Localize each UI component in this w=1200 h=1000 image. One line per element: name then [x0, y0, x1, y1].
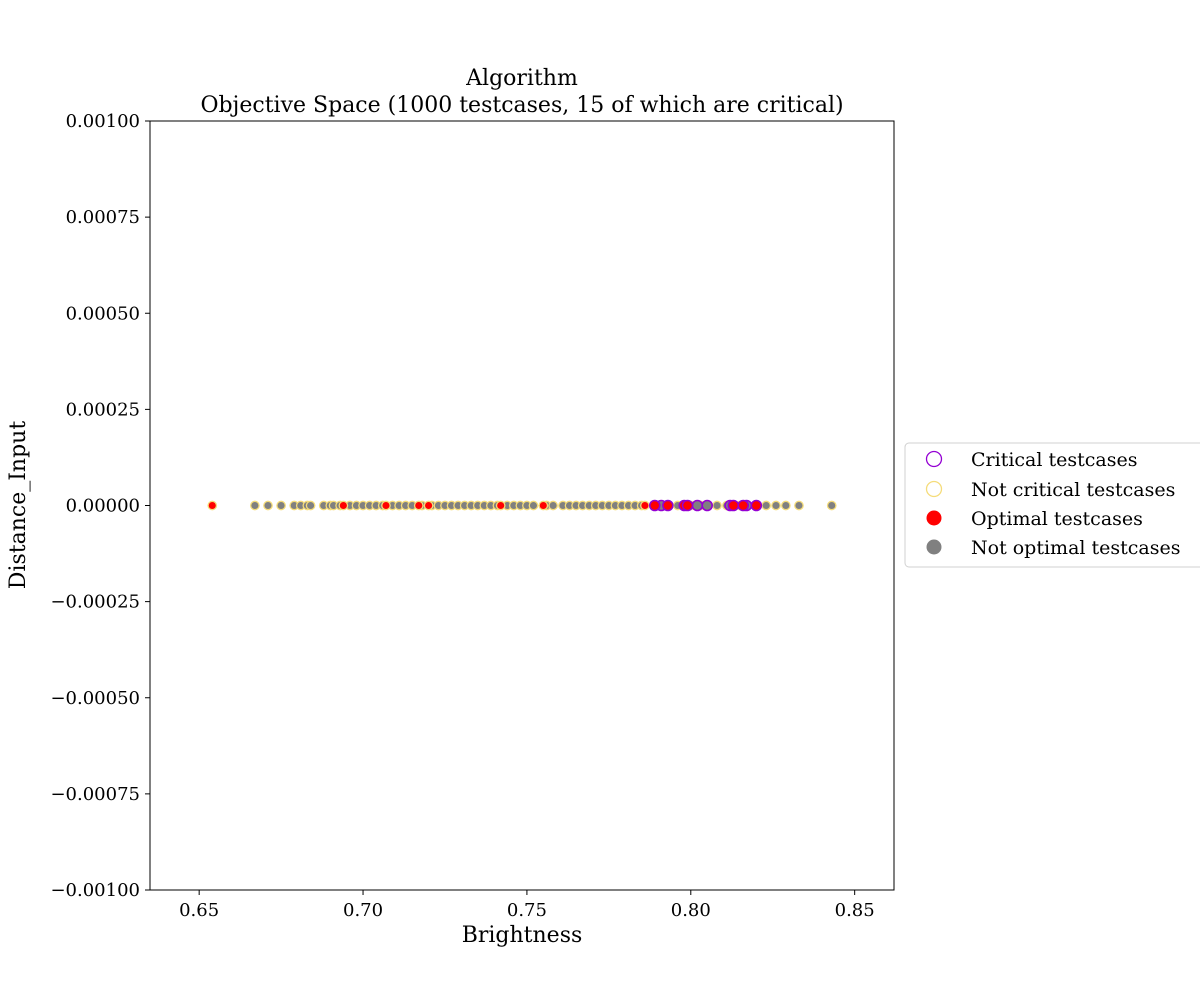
data-point: [338, 500, 349, 511]
x-tick-label: 0.80: [671, 900, 711, 921]
data-point: [662, 499, 674, 512]
legend-label-not-critical: Not critical testcases: [971, 479, 1175, 501]
data-point: [207, 500, 218, 511]
legend: Critical testcases Not critical testcase…: [904, 442, 1200, 568]
data-point: [640, 500, 650, 511]
data-point: [794, 500, 804, 511]
data-point: [548, 500, 558, 511]
x-tick-label: 0.65: [179, 900, 219, 921]
y-tick-label: −0.00025: [50, 592, 140, 613]
data-point: [648, 499, 661, 512]
chart-title: Algorithm: [465, 66, 578, 91]
x-axis-label: Brightness: [462, 923, 583, 948]
legend-marker-not-optimal: [926, 539, 942, 555]
data-point: [701, 499, 713, 512]
chart-subtitle: Objective Space (1000 testcases, 15 of w…: [200, 93, 843, 118]
y-tick-label: 0.00025: [66, 399, 140, 420]
legend-label-not-optimal: Not optimal testcases: [971, 537, 1181, 559]
legend-label-optimal: Optimal testcases: [971, 508, 1143, 530]
y-tick-label: 0.00000: [66, 496, 140, 517]
legend-marker-not-critical: [925, 480, 943, 498]
plot-frame: [149, 120, 895, 891]
data-point: [681, 499, 694, 512]
data-point: [250, 500, 260, 511]
x-tick-label: 0.70: [343, 900, 383, 921]
data-point: [780, 500, 791, 511]
data-point: [771, 500, 781, 511]
data-point: [528, 500, 539, 511]
y-tick-label: 0.00075: [66, 207, 140, 228]
data-point: [750, 499, 763, 512]
legend-label-critical: Critical testcases: [971, 449, 1137, 471]
y-tick-label: −0.00050: [50, 688, 140, 709]
data-point: [423, 500, 434, 511]
data-point: [761, 500, 772, 511]
data-point: [413, 500, 424, 511]
axis-ticks: 0.65 0.70 0.75 0.80 0.85 0.00100 0.00075 0.0005…: [50, 111, 874, 921]
x-tick-label: 0.85: [835, 900, 875, 921]
x-tick-label: 0.75: [507, 900, 547, 921]
data-point: [826, 500, 837, 511]
data-point: [691, 499, 704, 512]
y-tick-label: −0.00100: [50, 880, 140, 901]
data-point: [263, 500, 273, 511]
legend-box: [904, 442, 1200, 568]
legend-marker-critical: [925, 450, 943, 468]
data-points: [207, 499, 837, 512]
y-tick-label: −0.00075: [50, 784, 140, 805]
data-point: [305, 500, 316, 511]
data-point: [276, 500, 286, 511]
data-point: [381, 500, 391, 511]
data-point: [538, 500, 549, 511]
legend-marker-optimal: [926, 510, 942, 526]
data-point: [712, 500, 722, 511]
y-tick-label: 0.00050: [66, 303, 140, 324]
y-axis-label: Distance_Input: [6, 421, 31, 590]
data-point: [495, 500, 506, 511]
data-point: [727, 499, 740, 512]
data-point: [737, 499, 750, 512]
y-tick-label: 0.00100: [66, 111, 140, 132]
